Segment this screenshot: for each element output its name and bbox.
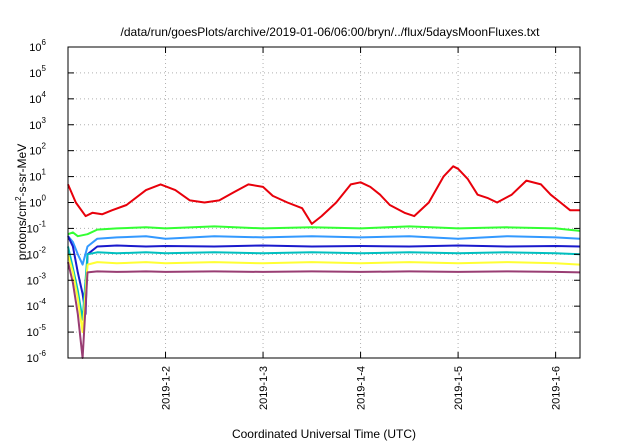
series-group <box>67 165 581 359</box>
y-tick-label: 10-6 <box>27 349 47 365</box>
y-tick-label: 106 <box>29 38 46 54</box>
y-tick-label: 104 <box>29 90 46 106</box>
series-line-3 <box>67 235 581 266</box>
y-tick-label: 105 <box>29 64 46 80</box>
series-line-2 <box>67 225 581 238</box>
y-tick-label: 103 <box>29 116 46 132</box>
y-axis-ticks: 10-6 10-5 10-4 10-3 10-2 10-1 100 101 102 103 104 1… <box>27 38 580 365</box>
x-tick-label: 2019-1-2 <box>161 366 173 410</box>
y-tick-label: 10-3 <box>27 271 47 287</box>
x-tick-label: 2019-1-6 <box>551 366 563 410</box>
x-axis-ticks: 2019-1-2 2019-1-3 2019-1-4 2019-1-5 2019-1-6 <box>161 47 563 410</box>
y-tick-label: 10-1 <box>27 219 47 235</box>
y-tick-label: 101 <box>29 168 46 184</box>
series-line-4 <box>67 235 581 315</box>
y-tick-label: 102 <box>29 142 46 158</box>
series-line-6 <box>67 254 581 334</box>
y-tick-label: 10-5 <box>27 323 47 339</box>
series-line-1 <box>67 165 580 225</box>
y-tick-label: 10-2 <box>27 245 47 261</box>
x-tick-label: 2019-1-5 <box>453 366 465 410</box>
x-axis-label: Coordinated Universal Time (UTC) <box>232 427 416 441</box>
series-line-5 <box>67 246 581 321</box>
y-tick-label: 10-4 <box>27 297 47 313</box>
series-line-7 <box>67 261 581 359</box>
x-tick-label: 2019-1-4 <box>356 366 368 410</box>
y-tick-label: 100 <box>29 194 46 210</box>
grid <box>68 47 580 358</box>
chart-title: /data/run/goesPlots/archive/2019-01-06/0… <box>121 25 541 39</box>
x-tick-label: 2019-1-3 <box>258 366 270 410</box>
y-axis-label: protons/cm2-s-sr-MeV <box>14 144 29 260</box>
